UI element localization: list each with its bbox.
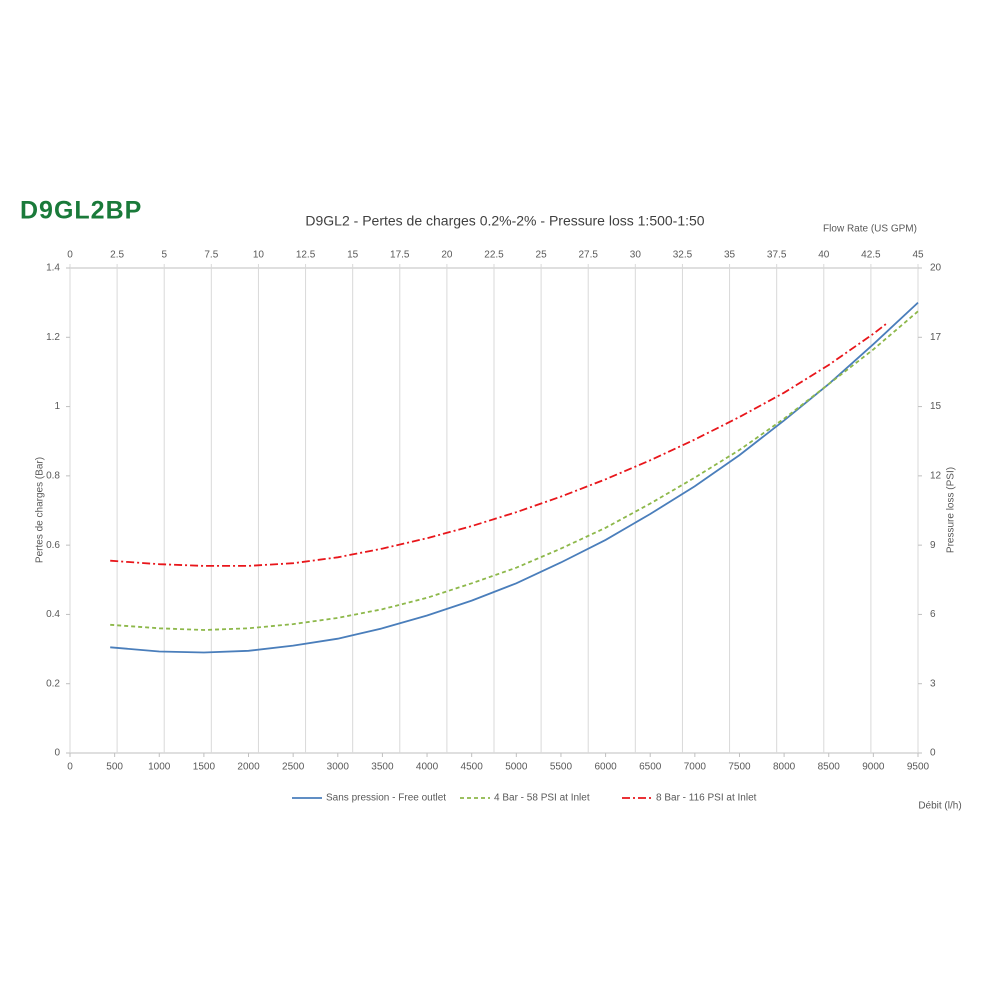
x2-tick-label: 15 bbox=[347, 250, 359, 261]
x2-tick-label: 0 bbox=[67, 250, 73, 261]
chart-title: D9GL2 - Pertes de charges 0.2%-2% - Pres… bbox=[305, 213, 704, 229]
x-tick-label: 8500 bbox=[818, 762, 841, 773]
x2-tick-label: 42.5 bbox=[861, 250, 881, 261]
x2-tick-label: 27.5 bbox=[578, 250, 598, 261]
x-tick-label: 5500 bbox=[550, 762, 573, 773]
y2-tick-label: 20 bbox=[930, 263, 942, 274]
x2-tick-label: 10 bbox=[253, 250, 265, 261]
series-line bbox=[110, 301, 919, 654]
x2-tick-label: 20 bbox=[441, 250, 453, 261]
x-tick-label: 9000 bbox=[862, 762, 885, 773]
x2-tick-label: 37.5 bbox=[767, 250, 787, 261]
x-tick-label: 9500 bbox=[907, 762, 930, 773]
x2-tick-label: 2.5 bbox=[110, 250, 124, 261]
x-tick-label: 5000 bbox=[505, 762, 528, 773]
x-tick-label: 7000 bbox=[684, 762, 707, 773]
x2-tick-label: 40 bbox=[818, 250, 830, 261]
y-tick-label: 0.8 bbox=[46, 470, 60, 481]
x-tick-label: 3500 bbox=[371, 762, 394, 773]
x-tick-label: 1000 bbox=[148, 762, 171, 773]
y2-tick-label: 17 bbox=[930, 332, 942, 343]
legend-label: 8 Bar - 116 PSI at Inlet bbox=[656, 793, 757, 804]
x-tick-label: 4000 bbox=[416, 762, 439, 773]
x2-tick-label: 30 bbox=[630, 250, 642, 261]
x-tick-label: 2000 bbox=[237, 762, 260, 773]
y2-tick-label: 12 bbox=[930, 470, 942, 481]
series-line bbox=[110, 310, 919, 631]
y-tick-label: 1.4 bbox=[46, 263, 60, 274]
x-tick-label: 6500 bbox=[639, 762, 662, 773]
x-tick-label: 6000 bbox=[594, 762, 617, 773]
x2-tick-label: 7.5 bbox=[204, 250, 218, 261]
series-line bbox=[110, 322, 888, 567]
y-tick-label: 0.6 bbox=[46, 540, 60, 551]
x2-tick-label: 35 bbox=[724, 250, 736, 261]
y-tick-label: 0 bbox=[54, 748, 60, 759]
legend-label: 4 Bar - 58 PSI at Inlet bbox=[494, 793, 590, 804]
x2-tick-label: 5 bbox=[161, 250, 167, 261]
logo: D9GL2BP bbox=[20, 197, 142, 225]
y-axis-label: Pertes de charges (Bar) bbox=[35, 457, 46, 563]
x2-tick-label: 25 bbox=[536, 250, 548, 261]
y2-tick-label: 9 bbox=[930, 540, 936, 551]
x-tick-label: 500 bbox=[106, 762, 123, 773]
y2-tick-label: 6 bbox=[930, 609, 936, 620]
y-tick-label: 1.2 bbox=[46, 332, 60, 343]
x-tick-label: 2500 bbox=[282, 762, 305, 773]
y-tick-label: 0.2 bbox=[46, 678, 60, 689]
x-tick-label: 4500 bbox=[461, 762, 484, 773]
y2-axis-label: Pressure loss (PSI) bbox=[946, 467, 957, 553]
x2-tick-label: 45 bbox=[912, 250, 924, 261]
legend-label: Sans pression - Free outlet bbox=[326, 793, 446, 804]
y-tick-label: 0.4 bbox=[46, 609, 60, 620]
x2-axis-label: Flow Rate (US GPM) bbox=[823, 224, 917, 235]
x-tick-label: 7500 bbox=[728, 762, 751, 773]
x2-tick-label: 17.5 bbox=[390, 250, 410, 261]
y2-tick-label: 15 bbox=[930, 401, 942, 412]
y2-tick-label: 3 bbox=[930, 678, 936, 689]
x2-tick-label: 22.5 bbox=[484, 250, 504, 261]
x-tick-label: 3000 bbox=[327, 762, 350, 773]
x2-tick-label: 12.5 bbox=[296, 250, 316, 261]
y-tick-label: 1 bbox=[54, 401, 60, 412]
x-axis-label: Débit (l/h) bbox=[918, 801, 961, 812]
x-tick-label: 8000 bbox=[773, 762, 796, 773]
y2-tick-label: 0 bbox=[930, 748, 936, 759]
x2-tick-label: 32.5 bbox=[673, 250, 693, 261]
x-tick-label: 1500 bbox=[193, 762, 216, 773]
x-tick-label: 0 bbox=[67, 762, 73, 773]
